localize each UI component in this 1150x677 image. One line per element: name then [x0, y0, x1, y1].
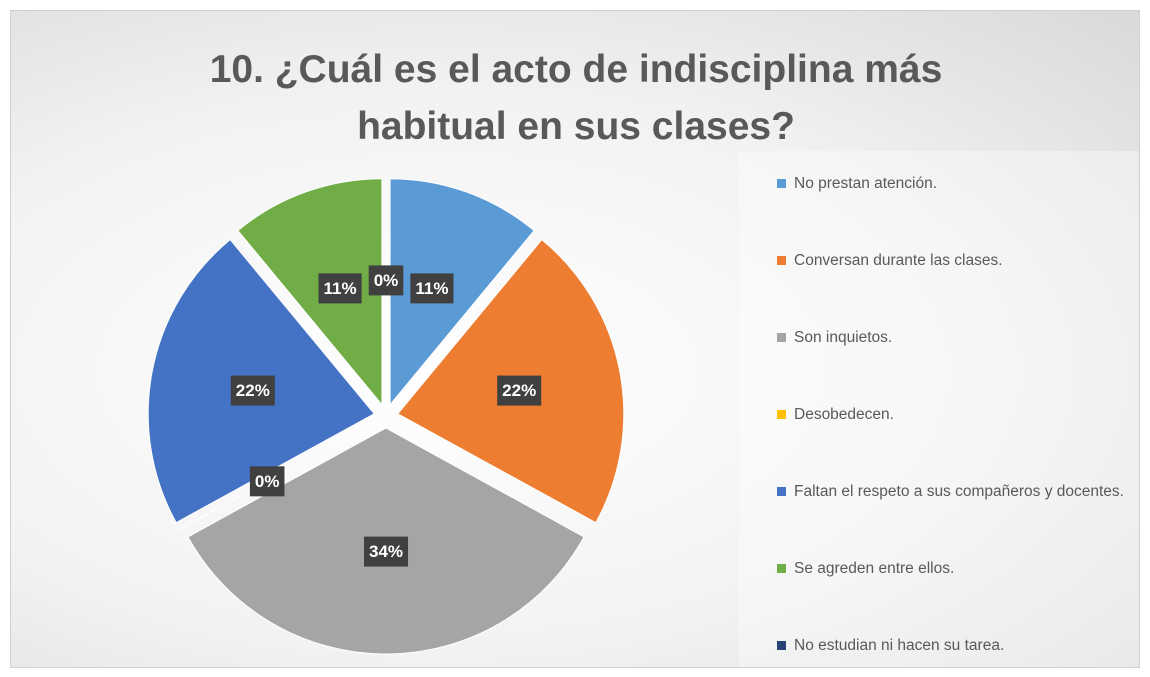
data-label-box [230, 375, 275, 406]
legend-swatch [777, 641, 786, 650]
legend-item: Se agreden entre ellos. [777, 556, 1139, 582]
data-label: 0% [255, 472, 280, 491]
legend-item: Conversan durante las clases. [777, 248, 1139, 274]
legend: No prestan atención. Conversan durante la… [739, 151, 1139, 667]
pie-slice [389, 178, 535, 407]
chart: 11% 22% 34% 0% 22% 11% 0% 10. ¿Cuál es el acto… [10, 10, 1140, 668]
legend-item: No prestan atención. [777, 171, 1139, 197]
legend-label: No prestan atención. [794, 175, 938, 192]
legend-swatch [777, 256, 786, 265]
data-label: 0% [374, 271, 399, 290]
legend-swatch [777, 333, 786, 342]
legend-label: Se agreden entre ellos. [794, 560, 955, 577]
data-label: 22% [236, 381, 270, 400]
data-label-box [410, 273, 454, 304]
chart-title: 10. ¿Cuál es el acto de indisciplina más… [209, 48, 943, 148]
pie-slice [237, 178, 383, 407]
data-label-box [363, 536, 409, 567]
data-label: 34% [369, 542, 403, 561]
legend-label: Faltan el respeto a sus compañeros y doc… [794, 483, 1124, 500]
data-label-box [318, 273, 362, 304]
legend-swatch [777, 179, 786, 188]
legend-swatch [777, 487, 786, 496]
legend-item: No estudian ni hacen su tarea. [777, 633, 1139, 659]
legend-swatch [777, 564, 786, 573]
pie-slice [177, 421, 376, 532]
data-label: 22% [502, 381, 536, 400]
data-label-box [497, 375, 542, 406]
legend-swatch [777, 410, 786, 419]
legend-item: Desobedecen. [777, 402, 1139, 428]
pie-area: 11% 22% 34% 0% 22% 11% 0% [147, 178, 625, 655]
data-label-box [368, 265, 404, 296]
data-label: 11% [324, 279, 357, 298]
legend-label: Conversan durante las clases. [794, 252, 1003, 269]
legend-label: No estudian ni hacen su tarea. [794, 637, 1005, 654]
legend-label: Desobedecen. [794, 406, 894, 423]
data-label: 11% [415, 279, 448, 298]
data-label-box [249, 466, 285, 497]
legend-label: Son inquietos. [794, 329, 893, 346]
legend-item: Faltan el respeto a sus compañeros y doc… [777, 479, 1139, 505]
legend-item: Son inquietos. [777, 325, 1139, 351]
